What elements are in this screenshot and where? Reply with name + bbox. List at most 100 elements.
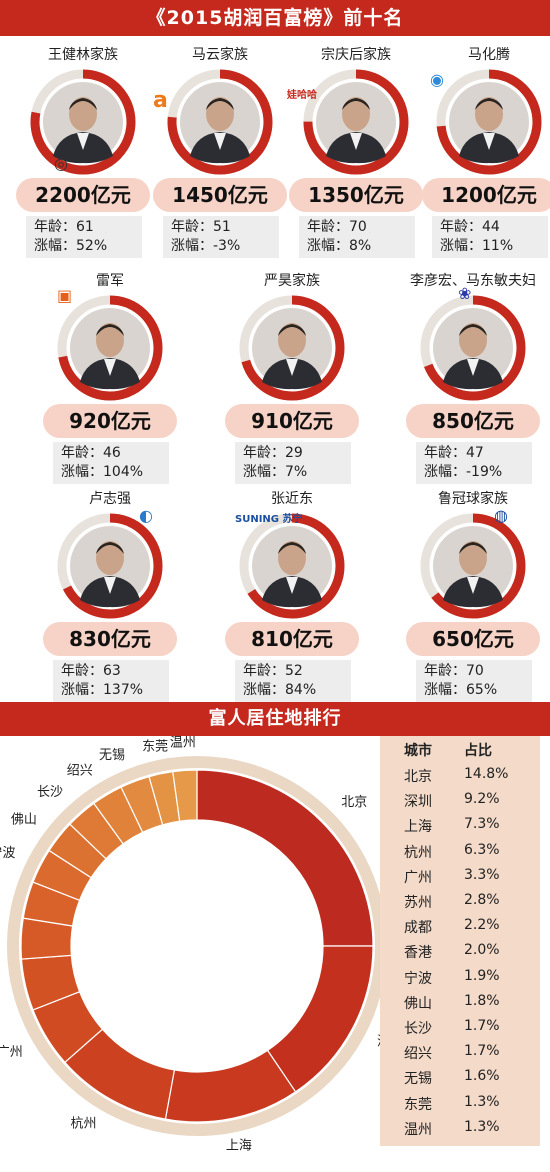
portrait-shirt	[467, 359, 479, 376]
section-title-residence: 富人居住地排行	[0, 702, 550, 736]
table-cell-share: 1.9%	[464, 967, 500, 984]
donut-label: 东莞	[142, 739, 168, 754]
portrait-hair	[278, 542, 306, 554]
portrait-head	[96, 323, 124, 357]
portrait-head	[459, 323, 487, 357]
table-cell-city: 长沙	[404, 1021, 432, 1037]
portrait-shirt	[77, 133, 89, 150]
donut-label: 北京	[341, 795, 367, 810]
age-text: 年龄：46	[61, 445, 121, 461]
person-name: 鲁冠球家族	[438, 491, 508, 507]
ring-arc	[30, 69, 136, 175]
table-cell-city: 上海	[404, 819, 432, 836]
portrait-hair	[96, 542, 124, 554]
table-cell-share: 1.7%	[464, 1043, 500, 1060]
portrait-hair	[475, 98, 503, 110]
table-row: 北京 14.8%	[380, 766, 540, 790]
residence-table: 城市 占比 北京 14.8% 深圳 9.2% 上海 7.3% 杭州 6.3% 广州 3.3% 苏州 2…	[380, 736, 540, 1146]
change-text: 涨幅：65%	[424, 682, 498, 698]
person-name: 李彦宏、马东敏夫妇	[410, 273, 536, 289]
baidu-logo-icon: ❀	[458, 284, 472, 303]
change-text: 涨幅：84%	[243, 682, 317, 698]
age-text: 年龄：70	[424, 663, 484, 679]
tencent-logo-icon: ◉	[430, 70, 444, 89]
table-row: 上海 7.3%	[380, 816, 540, 840]
portrait-head	[459, 541, 487, 575]
table-row: 温州 1.3%	[380, 1119, 540, 1143]
ring-arc	[420, 513, 526, 619]
donut-hole	[72, 821, 322, 1071]
table-cell-city: 苏州	[404, 895, 432, 911]
wahaha-logo-icon: 娃哈哈	[287, 90, 317, 101]
portrait-ring	[167, 69, 273, 175]
portrait-hair	[459, 324, 487, 336]
table-cell-city: 杭州	[404, 844, 432, 861]
table-cell-share: 2.0%	[464, 942, 500, 959]
stats-box: 年龄：47 涨幅：-19%	[416, 442, 532, 484]
table-cell-share: 1.8%	[464, 992, 500, 1009]
table-cell-share: 6.3%	[464, 841, 500, 858]
portrait-shirt	[350, 133, 362, 150]
portrait-hair	[69, 98, 97, 110]
table-row: 东莞 1.3%	[380, 1094, 540, 1118]
table-row: 苏州 2.8%	[380, 892, 540, 916]
portrait-shirt	[467, 577, 479, 594]
table-cell-share: 1.7%	[464, 1018, 500, 1034]
table-row: 香港 2.0%	[380, 942, 540, 966]
wealth-value: 830亿元	[43, 622, 177, 656]
table-cell-city: 宁波	[404, 970, 432, 987]
table-header-city: 城市	[404, 743, 432, 759]
wanxiang-logo-icon: ◍	[494, 506, 508, 525]
person-name: 张近东	[271, 491, 313, 507]
portrait-head	[475, 97, 503, 131]
stats-box: 年龄：44 涨幅：11%	[432, 216, 548, 258]
change-text: 涨幅：52%	[34, 238, 108, 254]
portrait-shirt	[104, 359, 116, 376]
portrait-head	[278, 541, 306, 575]
stats-box: 年龄：29 涨幅：7%	[235, 442, 351, 484]
change-text: 涨幅：137%	[61, 682, 144, 698]
table-cell-city: 东莞	[404, 1096, 432, 1113]
portrait-hair	[206, 98, 234, 110]
ring-arc	[57, 513, 163, 619]
donut-label: 杭州	[71, 1117, 97, 1132]
person-name: 马云家族	[192, 47, 248, 63]
table-cell-share: 3.3%	[464, 866, 500, 883]
table-row: 长沙 1.7%	[380, 1018, 540, 1042]
xiaomi-logo-icon: ▣	[57, 286, 73, 305]
ring-arc	[303, 69, 409, 175]
table-row: 成都 2.2%	[380, 917, 540, 941]
donut-label: 佛山	[11, 813, 37, 828]
donut-label: 温州	[170, 736, 196, 750]
page-title: 《2015胡润百富榜》前十名	[0, 0, 550, 36]
portrait-hair	[342, 98, 370, 110]
table-cell-share: 9.2%	[464, 791, 500, 808]
donut-label: 绍兴	[67, 764, 93, 779]
donut-label: 深圳	[377, 1035, 380, 1050]
table-cell-city: 北京	[404, 769, 432, 785]
table-cell-city: 佛山	[404, 995, 432, 1012]
residence-donut-chart: 北京深圳上海杭州广州苏州成都香港宁波佛山长沙绍兴无锡东莞温州	[0, 736, 380, 1154]
person-name: 马化腾	[468, 47, 510, 63]
age-text: 年龄：51	[171, 219, 231, 235]
wealth-value: 2200亿元	[16, 178, 150, 212]
table-cell-city: 成都	[404, 920, 432, 937]
suning-logo-icon: SUNING 苏宁	[235, 514, 303, 525]
table-row: 佛山 1.8%	[380, 993, 540, 1017]
age-text: 年龄：70	[307, 219, 367, 235]
portrait-shirt	[483, 133, 495, 150]
donut-label: 长沙	[37, 785, 63, 800]
wealth-value: 920亿元	[43, 404, 177, 438]
stats-box: 年龄：70 涨幅：8%	[299, 216, 415, 258]
wealth-value: 1200亿元	[422, 178, 550, 212]
portrait-shirt	[214, 133, 226, 150]
age-text: 年龄：52	[243, 663, 303, 679]
change-text: 涨幅：104%	[61, 464, 144, 480]
table-cell-city: 无锡	[404, 1071, 432, 1088]
table-cell-city: 温州	[404, 1121, 432, 1138]
table-cell-share: 7.3%	[464, 816, 500, 833]
donut-slice-14	[172, 769, 198, 822]
change-text: 涨幅：-19%	[424, 464, 503, 480]
person-name: 卢志强	[89, 491, 131, 507]
table-cell-city: 深圳	[404, 794, 432, 811]
